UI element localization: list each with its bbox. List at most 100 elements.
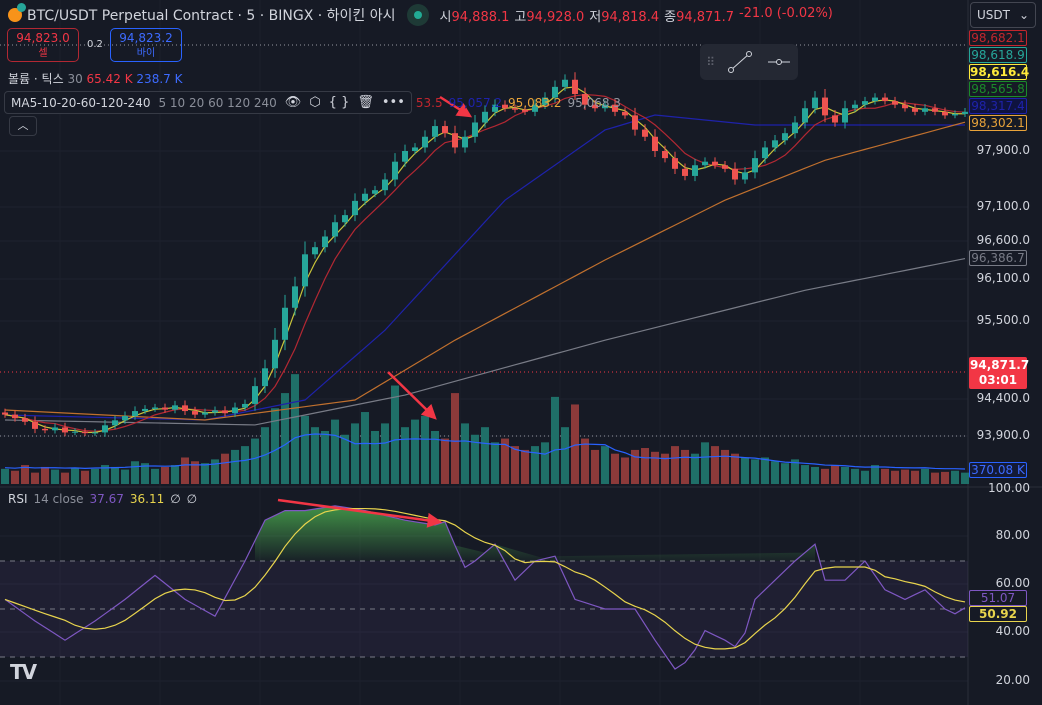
ma-line-ma60 [4, 114, 965, 421]
symbol-title[interactable]: BTC/USDT Perpetual Contract · 5 · BINGX … [27, 8, 396, 24]
horizontal-ray-icon[interactable] [766, 50, 792, 74]
candle [202, 412, 208, 415]
price-tick: 94,400.0 [976, 391, 1030, 405]
sell-button[interactable]: 94,823.0 셀 [7, 28, 79, 62]
volume-bar [191, 461, 199, 484]
tradingview-logo[interactable]: TV [10, 660, 37, 684]
rsi-line [4, 505, 966, 670]
candle [852, 104, 858, 109]
volume-bar [701, 442, 709, 484]
volume-bar [351, 423, 359, 484]
volume-bar [481, 427, 489, 484]
rsi-ma-value-label: 50.92 [969, 606, 1027, 622]
volume-bar [361, 412, 369, 484]
eye-icon[interactable]: 👁 [284, 95, 302, 110]
candle [192, 411, 198, 415]
candle [792, 122, 798, 134]
ma-legend[interactable]: MA5-10-20-60-120-240 5 10 20 60 120 240 … [4, 91, 412, 114]
more-icon[interactable]: ••• [381, 95, 405, 110]
volume-bar [661, 453, 669, 484]
ma-price-label: 96,386.7 [969, 250, 1027, 266]
volume-bar [71, 468, 79, 484]
volume-bar [291, 374, 299, 484]
volume-bar [521, 449, 529, 484]
red-arrow-annotation [277, 498, 443, 528]
candle [812, 97, 818, 109]
candle [292, 286, 298, 308]
candle [22, 418, 28, 422]
candle [172, 405, 178, 410]
rsi-overbought-fill [255, 505, 815, 561]
volume-ma-line [4, 433, 966, 470]
chevron-down-icon: ⌄ [1018, 8, 1029, 22]
buy-button[interactable]: 94,823.2 바이 [110, 28, 182, 62]
volume-bar [421, 415, 429, 484]
close-label: 종 [664, 9, 677, 25]
volume-bar [571, 404, 579, 484]
candle [32, 421, 38, 429]
currency-select[interactable]: USDT ⌄ [970, 2, 1036, 28]
candle [882, 97, 888, 102]
ma-value: 95,083.2 [508, 95, 562, 110]
volume-bar [31, 472, 39, 484]
candle [182, 405, 188, 412]
candle [772, 140, 778, 148]
candle [862, 101, 868, 105]
candle [692, 165, 698, 176]
candle [622, 111, 628, 116]
price-tick: 95,500.0 [976, 313, 1030, 327]
ma-params: 5 10 20 60 120 240 [158, 95, 277, 110]
ma-price-label: 98,565.8 [969, 81, 1027, 97]
volume-bar [581, 438, 589, 484]
candle [342, 215, 348, 223]
source-code-icon[interactable]: { } [328, 95, 350, 110]
volume-bar [901, 469, 909, 484]
volume-bar [161, 466, 169, 484]
volume-bar [961, 472, 969, 484]
candle [892, 101, 898, 105]
volume-bar [911, 470, 919, 484]
volume-bar [781, 463, 789, 484]
settings-icon[interactable]: ⬡ [309, 95, 321, 110]
price-tick: 96,600.0 [976, 233, 1030, 247]
candle [672, 158, 678, 169]
market-status-icon [406, 4, 429, 26]
candle [372, 190, 378, 194]
candle [942, 111, 948, 116]
ohlc-values: 시94,888.1 고94,928.0 저94,818.4 종94,871.7 … [440, 6, 833, 25]
current-price-label: 94,871.7 03:01 [969, 357, 1029, 389]
candle [782, 133, 788, 141]
rsi-legend[interactable]: RSI 14 close 37.67 36.11 ∅ ∅ [8, 492, 197, 506]
ma-price-label: 98,317.4 [969, 98, 1027, 114]
candle [612, 104, 618, 112]
volume-bar [231, 449, 239, 484]
volume-legend[interactable]: 볼륨 · 틱스 30 65.42 K 238.7 K [8, 70, 182, 87]
candle [382, 179, 388, 191]
drag-handle-icon[interactable]: ⠿ [706, 55, 715, 69]
trash-icon[interactable]: 🗑 [357, 95, 374, 110]
volume-bar [271, 408, 279, 484]
sell-label: 셀 [38, 48, 48, 59]
volume-bar [451, 393, 459, 484]
candle [492, 104, 498, 112]
volume-bar [321, 430, 329, 484]
volume-bar [341, 434, 349, 484]
candle [132, 411, 138, 417]
volume-bar [311, 427, 319, 484]
trend-line-icon[interactable] [727, 50, 753, 74]
candle [42, 428, 48, 431]
volume-bar [301, 415, 309, 484]
candle [362, 193, 368, 201]
candle [162, 407, 168, 410]
volume-bar [121, 469, 129, 484]
volume-bar [411, 419, 419, 484]
candle [642, 129, 648, 137]
candle [272, 339, 278, 369]
collapse-legend-button[interactable]: ︿ [9, 116, 37, 136]
volume-bar [11, 470, 19, 484]
rsi-value-label: 51.07 [969, 590, 1027, 606]
candle [722, 165, 728, 169]
candle [62, 427, 68, 433]
volume-bar [51, 469, 59, 484]
